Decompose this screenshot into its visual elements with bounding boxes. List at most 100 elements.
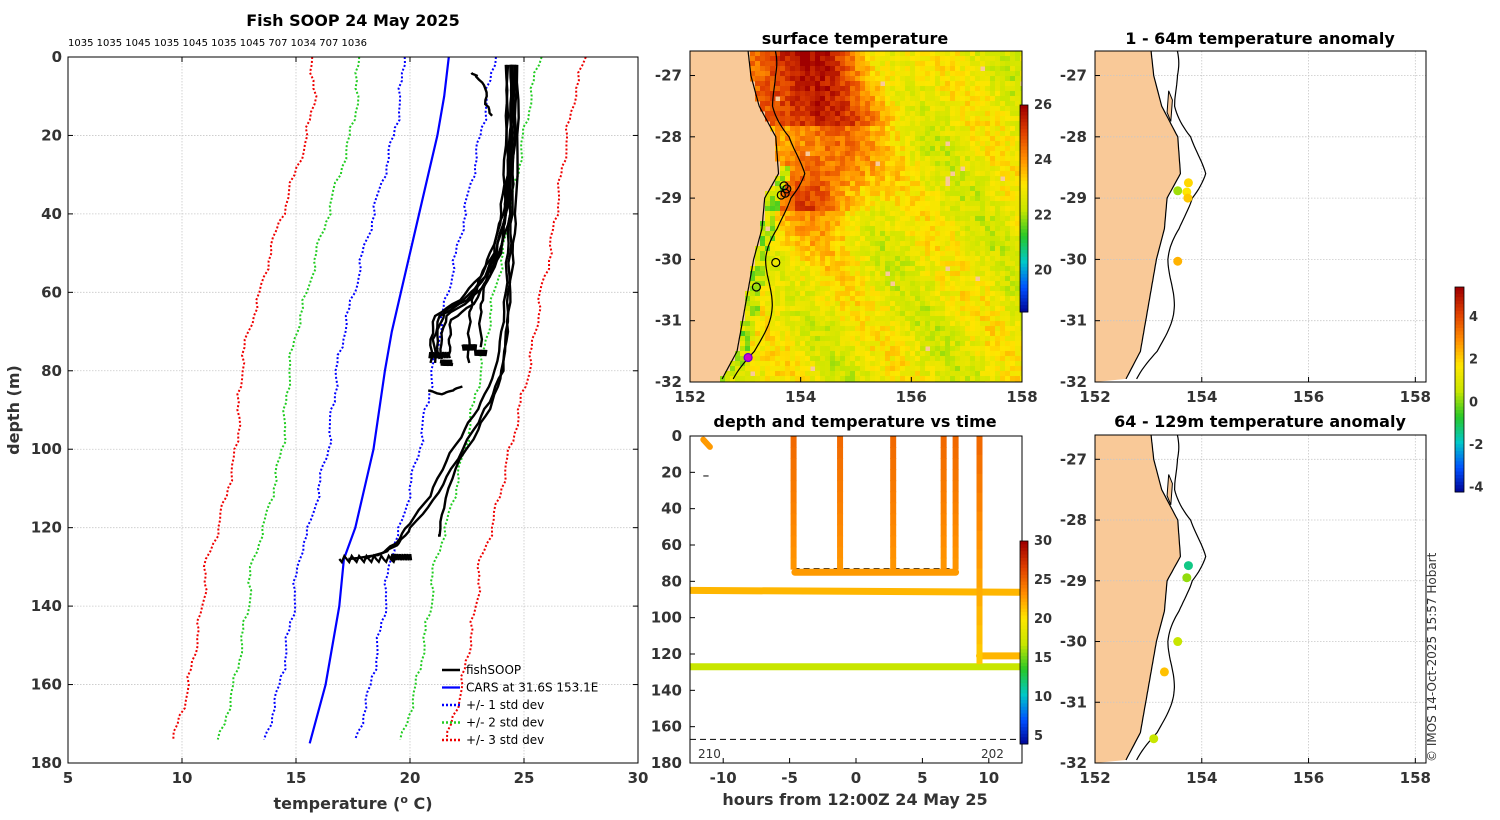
sst-cell xyxy=(920,366,926,372)
sst-cell xyxy=(1010,241,1016,247)
sst-cell xyxy=(810,321,816,327)
sst-cell xyxy=(785,76,791,82)
sst-cell xyxy=(985,256,991,262)
sst-cell xyxy=(985,161,991,167)
sst-cell xyxy=(780,136,786,142)
sst-cell xyxy=(985,301,991,307)
sst-cell xyxy=(980,266,986,272)
sst-cell xyxy=(775,311,781,317)
sst-cell xyxy=(900,226,906,232)
sst-cell xyxy=(915,116,921,122)
sst-cell xyxy=(845,226,851,232)
sst-cell xyxy=(850,301,856,307)
sst-cell xyxy=(830,51,836,57)
anomaly-colorbar-cell xyxy=(1455,464,1464,469)
sst-cell xyxy=(740,321,746,327)
sst-cell xyxy=(965,286,971,292)
sst-cell xyxy=(895,176,901,182)
anomaly-colorbar-cell xyxy=(1455,334,1464,339)
sst-cell xyxy=(780,56,786,62)
sst-cell xyxy=(965,126,971,132)
sst-cell xyxy=(1020,311,1022,317)
sst-cell xyxy=(775,326,781,332)
sst-cell xyxy=(860,171,866,177)
sst-cell xyxy=(950,181,956,187)
sst-cell xyxy=(905,286,911,292)
sst-cell xyxy=(920,236,926,242)
sst-cell xyxy=(890,116,896,122)
sst-cell xyxy=(980,146,986,152)
sst-cell xyxy=(770,271,776,277)
sst-cell xyxy=(925,96,931,102)
sst-cell xyxy=(960,141,966,147)
sst-cell xyxy=(1005,261,1011,267)
sst-cell xyxy=(785,331,791,337)
sst-colorbar-cell xyxy=(1020,156,1028,161)
sst-cell xyxy=(960,91,966,97)
sst-cell xyxy=(790,291,796,297)
sst-cell xyxy=(895,356,901,362)
sst-cell xyxy=(815,61,821,67)
sst-cell xyxy=(920,221,926,227)
sst-cell xyxy=(940,311,946,317)
sst-cell xyxy=(885,131,891,137)
sst-cell xyxy=(815,166,821,172)
sst-colorbar-cell xyxy=(1020,194,1028,199)
sst-cell xyxy=(825,226,831,232)
timeseries-colorbar-cell xyxy=(1020,642,1028,647)
sst-colorbar-cell xyxy=(1020,280,1028,285)
sst-cell xyxy=(855,166,861,172)
sst-cell xyxy=(865,51,871,57)
sst-cell xyxy=(840,351,846,357)
sst-cell xyxy=(945,51,951,57)
sst-colorbar-cell xyxy=(1020,201,1028,206)
sst-cell xyxy=(855,251,861,257)
sst-cell xyxy=(795,351,801,357)
sst-cell xyxy=(810,66,816,72)
sst-cell xyxy=(970,151,976,157)
sst-cell xyxy=(790,76,796,82)
anomaly-colorbar-cell xyxy=(1455,293,1464,298)
sst-cell xyxy=(965,191,971,197)
sst-xtick-label: 158 xyxy=(1006,388,1037,406)
sst-cell xyxy=(960,251,966,257)
sst-cell xyxy=(910,66,916,72)
sst-cell xyxy=(935,101,941,107)
profile-ytick-label: 60 xyxy=(41,283,62,301)
sst-cell xyxy=(825,321,831,327)
sst-cell xyxy=(850,161,856,167)
sst-cell xyxy=(985,51,991,57)
sst-cell xyxy=(945,96,951,102)
profile-ytick-label: 160 xyxy=(31,676,62,694)
sst-cell xyxy=(930,196,936,202)
sst-cell xyxy=(890,221,896,227)
sst-cell xyxy=(880,256,886,262)
profile-fishsoop-line xyxy=(389,553,413,561)
sst-cell xyxy=(1000,341,1006,347)
sst-cell xyxy=(835,281,841,287)
sst-cell xyxy=(820,111,826,117)
sst-cell xyxy=(785,261,791,267)
sst-cell xyxy=(785,216,791,222)
sst-colorbar-cell xyxy=(1020,291,1028,296)
sst-cell xyxy=(915,81,921,87)
timeseries-colorbar-cell xyxy=(1020,591,1028,596)
sst-cell xyxy=(930,346,936,352)
sst-cell xyxy=(795,121,801,127)
sst-cell xyxy=(975,231,981,237)
sst-cell xyxy=(785,176,791,182)
sst-cell xyxy=(780,261,786,267)
sst-cell xyxy=(885,71,891,77)
sst-cell xyxy=(970,231,976,237)
sst-cell xyxy=(950,166,956,172)
sst-cell xyxy=(985,71,991,77)
sst-cell xyxy=(980,191,986,197)
sst-cell xyxy=(1005,151,1011,157)
sst-cell xyxy=(990,341,996,347)
sst-cell xyxy=(1010,281,1016,287)
sst-cell xyxy=(910,251,916,257)
sst-cell xyxy=(940,141,946,147)
sst-cell xyxy=(990,71,996,77)
sst-cell xyxy=(860,141,866,147)
sst-cell xyxy=(815,146,821,152)
